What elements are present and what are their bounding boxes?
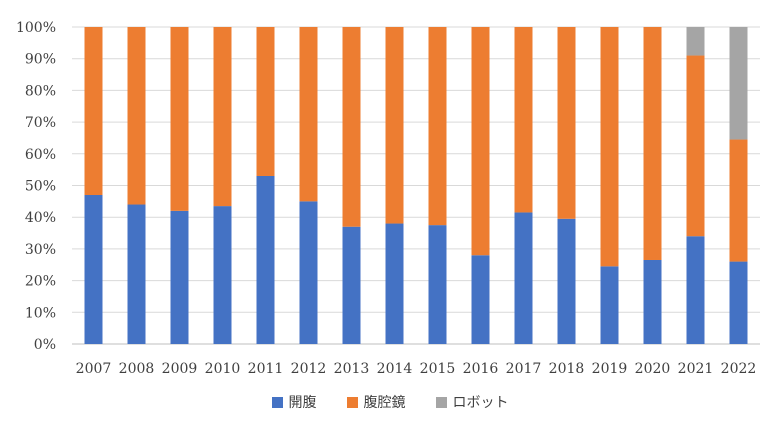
- bar-segment-open: [729, 261, 748, 344]
- y-tick-label: 70%: [25, 115, 56, 131]
- bar-segment-open: [213, 206, 232, 344]
- bar-segment-open: [428, 225, 447, 344]
- legend-swatch-open: [271, 396, 283, 408]
- y-tick-label: 80%: [25, 83, 56, 99]
- bar-segment-laparoscopic: [127, 27, 146, 205]
- x-tick-label: 2008: [119, 361, 155, 377]
- x-tick-label: 2012: [291, 361, 327, 377]
- bar-segment-open: [84, 195, 103, 344]
- bar-segment-robot: [729, 27, 748, 140]
- y-tick-label: 40%: [25, 210, 56, 226]
- bar-segment-laparoscopic: [600, 27, 619, 267]
- y-tick-label: 50%: [25, 179, 56, 195]
- y-axis: 0% 10% 20% 30% 40% 50% 60% 70% 80% 90% 100%: [16, 20, 56, 353]
- x-axis: 2007 2008 2009 2010 2011 2012 2013 2014 2015 2016…: [76, 361, 757, 377]
- y-tick-label: 90%: [25, 52, 56, 68]
- legend-swatch-robot: [435, 396, 447, 408]
- bar-segment-laparoscopic: [84, 27, 103, 196]
- bar-segment-open: [557, 218, 576, 344]
- y-tick-label: 60%: [25, 147, 56, 163]
- bar-segment-open: [643, 259, 662, 344]
- x-tick-label: 2011: [248, 361, 284, 377]
- bar-segment-open: [256, 175, 275, 344]
- bars: [84, 27, 748, 344]
- y-tick-label: 10%: [25, 305, 56, 321]
- x-tick-label: 2021: [678, 361, 714, 377]
- x-tick-label: 2016: [463, 361, 499, 377]
- bar-segment-laparoscopic: [729, 139, 748, 262]
- bar-segment-laparoscopic: [514, 27, 533, 213]
- x-tick-label: 2015: [420, 361, 456, 377]
- bar-segment-open: [600, 266, 619, 344]
- bar-segment-laparoscopic: [342, 27, 361, 227]
- y-tick-label: 100%: [16, 20, 56, 36]
- x-tick-label: 2010: [205, 361, 241, 377]
- bar-segment-laparoscopic: [299, 27, 318, 202]
- legend-label-robot: ロボット: [452, 395, 509, 411]
- legend-swatch-laparoscopic: [346, 396, 358, 408]
- bar-segment-open: [686, 236, 705, 344]
- legend-label-open: 開腹: [288, 395, 317, 411]
- bar-segment-open: [127, 204, 146, 344]
- bar-segment-open: [342, 226, 361, 344]
- bar-segment-open: [514, 212, 533, 344]
- x-tick-label: 2018: [549, 361, 585, 377]
- bar-segment-open: [299, 201, 318, 344]
- legend: 開腹 腹腔鏡 ロボット: [0, 392, 780, 412]
- bar-segment-robot: [686, 27, 705, 56]
- y-tick-label: 30%: [25, 242, 56, 258]
- x-tick-label: 2013: [334, 361, 370, 377]
- x-tick-label: 2020: [635, 361, 671, 377]
- x-tick-label: 2007: [76, 361, 112, 377]
- legend-item-robot: ロボット: [435, 392, 509, 412]
- x-tick-label: 2014: [377, 361, 413, 377]
- bar-segment-laparoscopic: [686, 55, 705, 237]
- legend-item-laparoscopic: 腹腔鏡: [346, 392, 406, 412]
- legend-label-laparoscopic: 腹腔鏡: [363, 395, 406, 411]
- y-tick-label: 0%: [34, 337, 56, 353]
- bar-segment-laparoscopic: [385, 27, 404, 224]
- bar-segment-laparoscopic: [256, 27, 275, 176]
- x-tick-label: 2009: [162, 361, 198, 377]
- bar-segment-laparoscopic: [170, 27, 189, 211]
- x-tick-label: 2022: [721, 361, 757, 377]
- bar-segment-open: [170, 210, 189, 344]
- bar-segment-laparoscopic: [557, 27, 576, 219]
- bar-segment-laparoscopic: [428, 27, 447, 226]
- bar-segment-laparoscopic: [471, 27, 490, 256]
- x-tick-label: 2017: [506, 361, 542, 377]
- x-tick-label: 2019: [592, 361, 628, 377]
- bar-segment-laparoscopic: [213, 27, 232, 207]
- bar-segment-open: [385, 223, 404, 344]
- legend-item-open: 開腹: [271, 392, 317, 412]
- bar-segment-open: [471, 255, 490, 344]
- y-tick-label: 20%: [25, 274, 56, 290]
- bar-segment-laparoscopic: [643, 27, 662, 260]
